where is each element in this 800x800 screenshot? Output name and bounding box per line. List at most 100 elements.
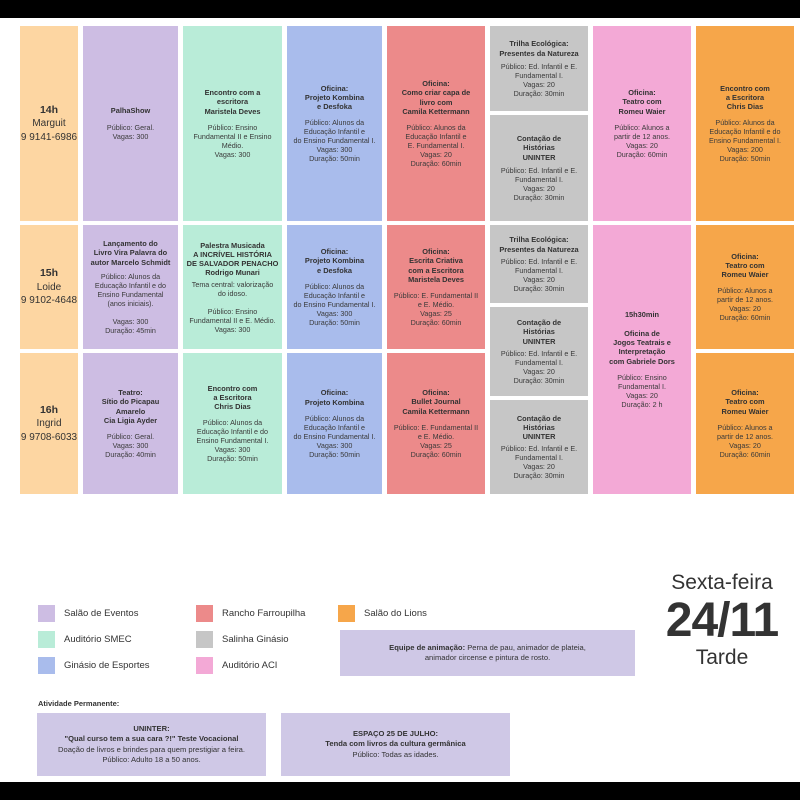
event-title: Encontro com a Escritora Chris Dias xyxy=(720,83,770,112)
event-cell: Oficina: Bullet Journal Camila Ketterman… xyxy=(387,353,485,494)
event-details: Público: E. Fundamental II e E. Médio. V… xyxy=(393,422,479,459)
date-day: 24/11 xyxy=(665,594,779,647)
legend-label: Salinha Ginásio xyxy=(222,634,289,645)
event-cell: Oficina: Escrita Criativa com a Escritor… xyxy=(387,225,485,349)
legend-item: Auditório ACI xyxy=(196,657,277,674)
legend-swatch xyxy=(196,631,213,648)
event-title: Oficina: Projeto Kombina xyxy=(304,388,365,407)
schedule-page: 14h Marguit 9 9141-6986 15h Loide 9 9102… xyxy=(0,18,800,782)
time-label: 15h xyxy=(39,267,59,280)
event-cell: Oficina: Teatro com Romeu Waier Público:… xyxy=(696,353,794,494)
event-cell: Oficina: Projeto Kombina e Desfoka Públi… xyxy=(287,225,382,349)
date-weekday: Sexta-feira xyxy=(671,571,773,594)
event-title: Teatro: Sítio do Picapau Amarelo Cia Lig… xyxy=(101,388,160,425)
event-title: Oficina: Projeto Kombina e Desfoka xyxy=(304,247,365,275)
contact-name: Marguit xyxy=(32,118,66,130)
event-details: Público: Geral. Vagas: 300 Duração: 40mi… xyxy=(105,432,156,459)
event-details: Público: Geral. Vagas: 300 xyxy=(106,122,155,141)
event-title: 15h30min Oficina de Jogos Teatrais e Int… xyxy=(609,310,675,366)
event-details: Público: Alunos da Educação Infantil e E… xyxy=(405,123,467,168)
legend-item: Salão de Eventos xyxy=(38,605,138,622)
legend-label: Ginásio de Esportes xyxy=(64,660,150,671)
event-details: Público: Alunos a partir de 12 anos. Vag… xyxy=(614,122,670,159)
event-details: Público: Ed. Infantil e E. Fundamental I… xyxy=(500,165,578,202)
event-details: Público: Alunos da Educação Infantil e d… xyxy=(293,281,376,327)
event-cell: PalhaShow Público: Geral. Vagas: 300 xyxy=(83,26,178,221)
legend-label: Auditório SMEC xyxy=(64,634,132,645)
event-cell: Encontro com a escritora Maristela Deves… xyxy=(183,26,282,221)
legend-label: Auditório ACI xyxy=(222,660,278,671)
event-title: Palestra Musicada A INCRÍVEL HISTÓRIA DE… xyxy=(186,240,279,278)
event-details: Público: Ensino Fundamental II e Ensino … xyxy=(193,122,272,159)
event-title: Contação de Histórias UNINTER xyxy=(516,134,562,162)
event-cell: Palestra Musicada A INCRÍVEL HISTÓRIA DE… xyxy=(183,225,282,349)
event-title: Contação de Histórias UNINTER xyxy=(516,413,562,442)
event-details: Público: Ed. Infantil e E. Fundamental I… xyxy=(500,256,578,293)
legend-swatch xyxy=(196,657,213,674)
contact-phone: 9 9141-6986 xyxy=(20,131,78,143)
time-cell-16h: 16h Ingrid 9 9708-6033 xyxy=(20,353,78,494)
event-title: Oficina: Teatro com Romeu Waier xyxy=(721,388,769,416)
legend-swatch xyxy=(338,605,355,622)
contact-phone: 9 9708-6033 xyxy=(20,431,78,443)
event-details: Público: Alunos da Educação Infantil e d… xyxy=(94,271,167,335)
legend-swatch xyxy=(38,631,55,648)
event-cell: Trilha Ecológica: Presentes da Natureza … xyxy=(490,26,588,111)
event-cell: Contação de Histórias UNINTER Público: E… xyxy=(490,115,588,221)
permanent-espaco-details: Público: Todas as idades. xyxy=(352,749,439,759)
event-details: Público: Alunos da Educação Infantil e d… xyxy=(293,413,376,459)
legend-label: Salão de Eventos xyxy=(64,608,139,619)
event-cell: Teatro: Sítio do Picapau Amarelo Cia Lig… xyxy=(83,353,178,494)
permanent-uninter-title: UNINTER: "Qual curso tem a sua cara ?!" … xyxy=(64,724,239,744)
event-details: Público: Alunos da Educação Infantil e d… xyxy=(196,418,269,464)
permanent-espaco-title: ESPAÇO 25 DE JULHO: Tenda com livros da … xyxy=(325,729,466,749)
event-title: PalhaShow xyxy=(110,106,151,116)
event-title: Oficina: Teatro com Romeu Waier xyxy=(618,88,666,116)
event-details: Público: Ed. Infantil e E. Fundamental I… xyxy=(500,61,578,98)
equipe-box: Equipe de animação: Perna de pau, animad… xyxy=(340,630,635,676)
event-details: Público: Ensino Fundamental I. Vagas: 20… xyxy=(617,372,667,409)
event-cell: Oficina: Teatro com Romeu Waier Público:… xyxy=(593,26,691,221)
permanent-espaco-box: ESPAÇO 25 DE JULHO: Tenda com livros da … xyxy=(281,713,510,776)
event-cell: Encontro com a Escritora Chris Dias Públ… xyxy=(183,353,282,494)
event-cell: Encontro com a Escritora Chris Dias Públ… xyxy=(696,26,794,221)
event-title: Encontro com a Escritora Chris Dias xyxy=(207,383,258,412)
legend-label: Rancho Farroupilha xyxy=(222,608,306,619)
event-details: Tema central: valorização do idoso. Públ… xyxy=(189,279,276,334)
event-details: Público: Alunos a partir de 12 anos. Vag… xyxy=(717,286,773,323)
legend-item: Salão do Lions xyxy=(338,605,427,622)
time-cell-15h: 15h Loide 9 9102-4648 xyxy=(20,225,78,349)
permanent-uninter-details: Doação de livros e brindes para quem pre… xyxy=(58,744,245,764)
event-cell: Lançamento do Livro Vira Palavra do auto… xyxy=(83,225,178,349)
event-title: Encontro com a escritora Maristela Deves xyxy=(204,88,261,116)
date-period: Tarde xyxy=(695,646,749,669)
contact-name: Loide xyxy=(36,281,62,293)
legend-swatch xyxy=(38,605,55,622)
event-cell: Oficina: Como criar capa de livro com Ca… xyxy=(387,26,485,221)
event-cell: Contação de Histórias UNINTER Público: E… xyxy=(490,307,588,396)
event-details: Público: Alunos da Educação Infantil e d… xyxy=(709,118,781,164)
legend-item: Auditório SMEC xyxy=(38,631,132,648)
contact-phone: 9 9102-4648 xyxy=(20,295,78,307)
event-title: Oficina: Bullet Journal Camila Ketterman… xyxy=(402,388,470,416)
event-title: Lançamento do Livro Vira Palavra do auto… xyxy=(90,239,171,267)
event-title: Oficina: Como criar capa de livro com Ca… xyxy=(401,79,471,116)
event-cell: Trilha Ecológica: Presentes da Natureza … xyxy=(490,225,588,303)
event-title: Trilha Ecológica: Presentes da Natureza xyxy=(499,235,579,254)
event-title: Contação de Histórias UNINTER xyxy=(516,318,562,346)
legend-swatch xyxy=(38,657,55,674)
event-details: Público: Ed. Infantil e E. Fundamental I… xyxy=(500,348,578,385)
event-cell: Oficina: Projeto Kombina e Desfoka Públi… xyxy=(287,26,382,221)
event-title: Oficina: Escrita Criativa com a Escritor… xyxy=(408,247,464,284)
event-cell: Contação de Histórias UNINTER Público: E… xyxy=(490,400,588,494)
event-title: Oficina: Teatro com Romeu Waier xyxy=(721,251,769,280)
event-details: Público: E. Fundamental II e E. Médio. V… xyxy=(393,291,479,327)
date-block: Sexta-feira 24/11 Tarde xyxy=(652,571,792,670)
event-cell: Oficina: Projeto Kombina Público: Alunos… xyxy=(287,353,382,494)
equipe-text: Equipe de animação: Perna de pau, animad… xyxy=(389,643,586,664)
event-title: Trilha Ecológica: Presentes da Natureza xyxy=(499,39,579,58)
time-cell-14h: 14h Marguit 9 9141-6986 xyxy=(20,26,78,221)
event-details: Público: Alunos da Educação Infantil e d… xyxy=(293,118,376,164)
legend-item: Rancho Farroupilha xyxy=(196,605,305,622)
legend-swatch xyxy=(196,605,213,622)
